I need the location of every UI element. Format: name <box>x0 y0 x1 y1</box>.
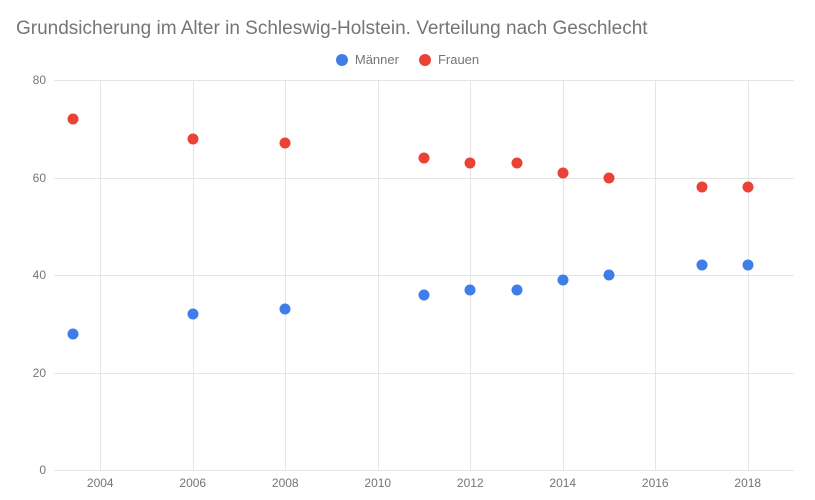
data-point <box>604 270 615 281</box>
chart-container: Grundsicherung im Alter in Schleswig-Hol… <box>0 0 815 500</box>
data-point <box>696 260 707 271</box>
data-point <box>419 289 430 300</box>
data-point <box>419 153 430 164</box>
data-point <box>511 157 522 168</box>
data-point <box>557 167 568 178</box>
gridline-horizontal <box>54 373 794 374</box>
y-axis-label: 80 <box>33 73 46 87</box>
x-axis-label: 2012 <box>457 476 484 490</box>
x-axis-label: 2016 <box>642 476 669 490</box>
gridline-vertical <box>470 80 471 470</box>
gridline-horizontal <box>54 470 794 471</box>
data-point <box>187 133 198 144</box>
data-point <box>696 182 707 193</box>
data-point <box>742 182 753 193</box>
data-point <box>604 172 615 183</box>
y-axis-label: 20 <box>33 366 46 380</box>
legend-dot-icon <box>419 54 431 66</box>
legend-label: Männer <box>355 52 399 67</box>
x-axis-label: 2006 <box>179 476 206 490</box>
gridline-vertical <box>378 80 379 470</box>
legend: Männer Frauen <box>0 52 815 67</box>
x-axis-label: 2014 <box>549 476 576 490</box>
y-axis-label: 40 <box>33 268 46 282</box>
data-point <box>557 274 568 285</box>
data-point <box>280 138 291 149</box>
data-point <box>742 260 753 271</box>
gridline-horizontal <box>54 275 794 276</box>
legend-item: Männer <box>336 52 399 67</box>
legend-label: Frauen <box>438 52 479 67</box>
data-point <box>465 284 476 295</box>
data-point <box>67 328 78 339</box>
gridline-vertical <box>655 80 656 470</box>
x-axis-label: 2008 <box>272 476 299 490</box>
legend-dot-icon <box>336 54 348 66</box>
y-axis-label: 0 <box>39 463 46 477</box>
x-axis-label: 2010 <box>364 476 391 490</box>
data-point <box>511 284 522 295</box>
data-point <box>187 309 198 320</box>
data-point <box>67 114 78 125</box>
gridline-vertical <box>748 80 749 470</box>
data-point <box>280 304 291 315</box>
data-point <box>465 157 476 168</box>
legend-item: Frauen <box>419 52 479 67</box>
x-axis-label: 2018 <box>734 476 761 490</box>
plot-area: 0204060802004200620082010201220142016201… <box>54 80 794 470</box>
x-axis-label: 2004 <box>87 476 114 490</box>
y-axis-label: 60 <box>33 171 46 185</box>
gridline-horizontal <box>54 80 794 81</box>
chart-title: Grundsicherung im Alter in Schleswig-Hol… <box>16 18 648 40</box>
gridline-vertical <box>100 80 101 470</box>
gridline-horizontal <box>54 178 794 179</box>
